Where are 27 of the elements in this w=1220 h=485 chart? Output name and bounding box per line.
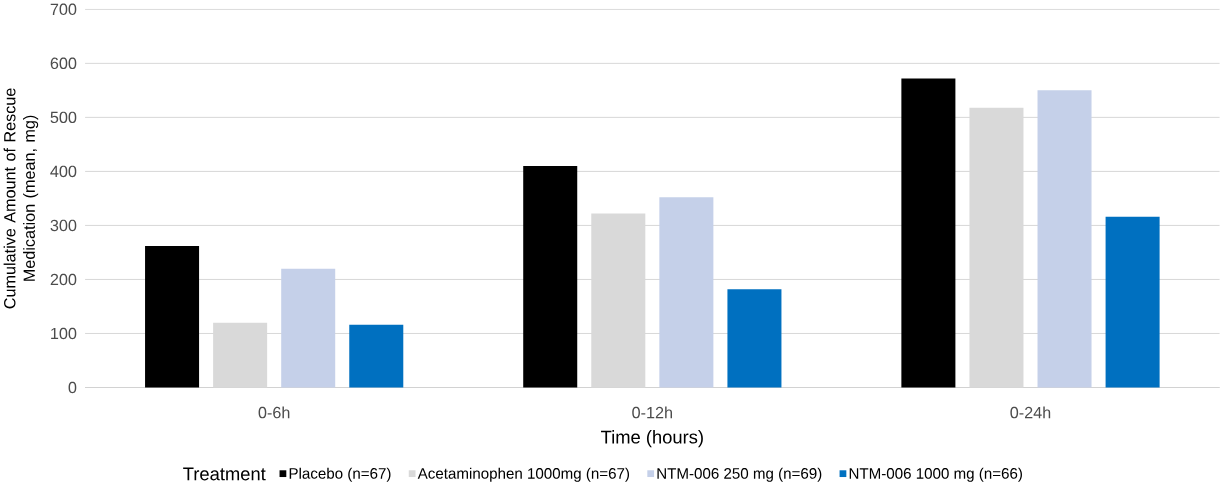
bar — [1105, 216, 1160, 388]
bar — [1037, 90, 1092, 388]
bar — [145, 246, 200, 388]
y-tick-label: 400 — [50, 165, 77, 178]
x-tick-label: 0-6h — [258, 406, 290, 419]
y-tick-label: 200 — [50, 273, 77, 286]
y-tick-label: 0 — [68, 381, 77, 394]
x-tick-label: 0-12h — [632, 406, 672, 419]
bar — [349, 325, 404, 388]
legend-label: Placebo (n=67) — [289, 467, 391, 482]
x-tick-label: 0-24h — [1010, 406, 1051, 419]
legend-label: NTM-006 250 mg (n=69) — [657, 467, 822, 482]
y-tick-label: 700 — [50, 3, 77, 16]
x-axis-title: Time (hours) — [601, 430, 703, 448]
bar — [727, 289, 782, 388]
bar — [281, 268, 336, 388]
bar — [659, 197, 714, 388]
y-tick-label: 100 — [51, 327, 77, 340]
bar — [901, 78, 956, 388]
y-axis-title: Cumulative Amount of Rescue Medication (mean, mg) — [3, 88, 39, 309]
y-tick-label: 500 — [50, 111, 77, 124]
legend-label: Acetaminophen 1000mg (n=67) — [417, 467, 630, 482]
y-tick-label: 600 — [50, 57, 77, 70]
legend-label: NTM-006 1000 mg (n=66) — [849, 467, 1022, 482]
legend-title: Treatment — [183, 467, 266, 481]
bar — [523, 166, 578, 388]
y-tick-label: 300 — [50, 219, 77, 232]
